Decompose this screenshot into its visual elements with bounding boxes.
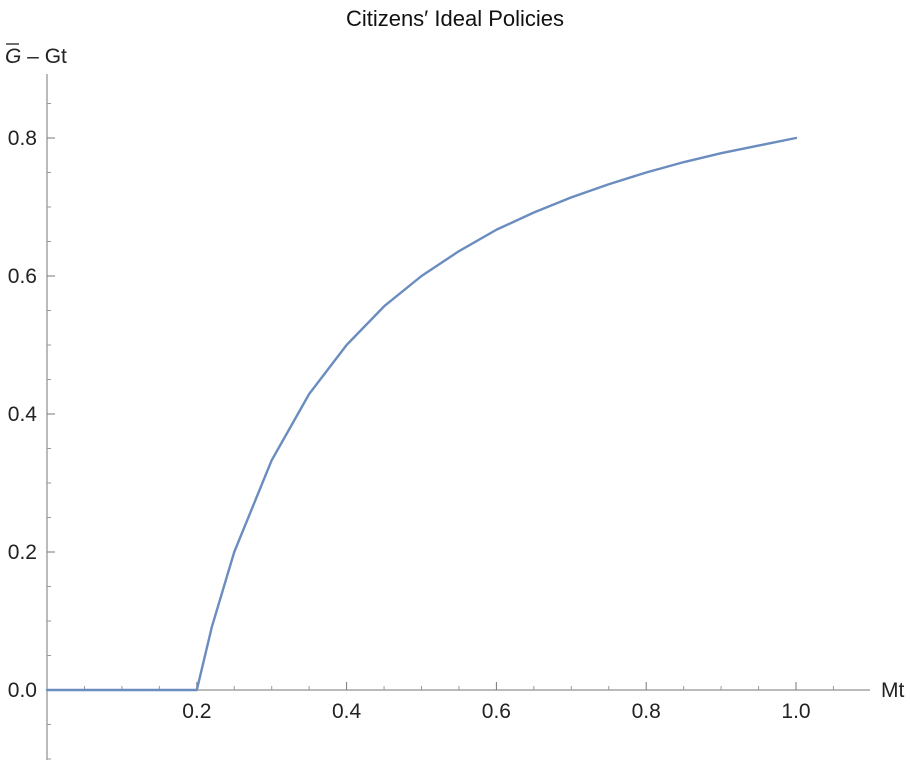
- series-group: [45, 136, 798, 692]
- x-tick-label: 0.4: [332, 700, 362, 723]
- y-tick-label: 0.2: [8, 541, 37, 564]
- y-axis-label-suffix: – Gt: [21, 45, 67, 68]
- axis-tick-labels: 0.2 0.4 0.6 0.8 1.0 0.0 0.2 0.4 0.6 0.8: [8, 127, 811, 723]
- axis-ticks: [47, 103, 834, 760]
- chart-title: Citizens′ Ideal Policies: [346, 6, 564, 31]
- x-axis-label: Mt: [881, 679, 904, 702]
- x-tick-label: 0.6: [482, 700, 511, 723]
- svg-text:G – Gt: G – Gt: [5, 45, 67, 68]
- y-tick-label: 0.0: [8, 679, 37, 702]
- y-tick-label: 0.8: [8, 127, 37, 150]
- series-line: [45, 136, 798, 692]
- x-tick-label: 1.0: [781, 700, 810, 723]
- y-axis-label: G – Gt: [5, 43, 67, 68]
- y-tick-label: 0.6: [8, 265, 37, 288]
- y-tick-label: 0.4: [8, 403, 38, 426]
- x-tick-label: 0.8: [632, 700, 661, 723]
- y-axis-label-symbol: G: [5, 45, 21, 68]
- x-tick-label: 0.2: [182, 700, 211, 723]
